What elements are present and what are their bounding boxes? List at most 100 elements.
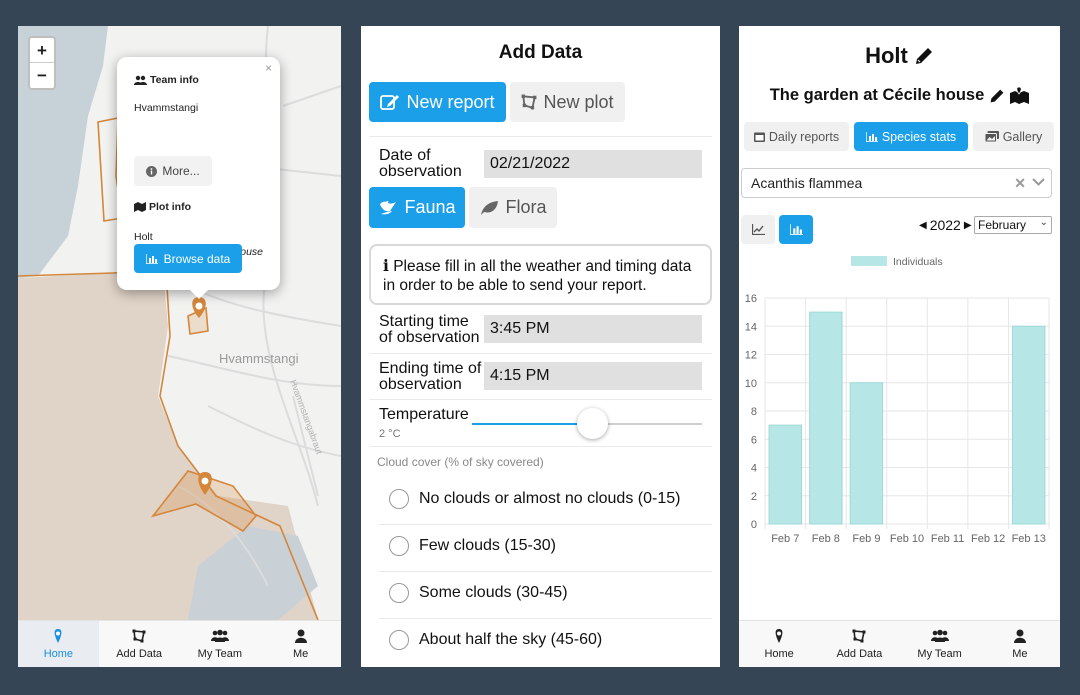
x-tick-label: Feb 8 (812, 533, 840, 545)
zoom-out-button[interactable]: − (37, 66, 47, 85)
caret-right-icon[interactable]: ▶ (963, 219, 972, 231)
nav-my-team[interactable]: My Team (900, 621, 980, 667)
user-icon (294, 629, 307, 643)
y-tick-label: 16 (745, 293, 757, 305)
legend-swatch (851, 256, 887, 266)
x-tick-label: Feb 11 (931, 533, 964, 545)
map-marked-icon[interactable] (1010, 87, 1030, 104)
plot-name: Holt (134, 231, 153, 243)
x-tick-label: Feb 7 (771, 533, 799, 545)
page-title: Add Data (498, 42, 583, 63)
radio-button[interactable] (389, 489, 409, 509)
slider-fill (472, 423, 592, 425)
zoom-in-button[interactable]: + (30, 38, 54, 63)
cloud-option-1[interactable]: Few clouds (15-30) (389, 536, 556, 556)
info-circle-icon (146, 165, 158, 177)
new-plot-button[interactable]: New plot (510, 82, 625, 122)
map-marker-icon (54, 628, 62, 643)
x-tick-label: Feb 13 (1012, 533, 1046, 545)
weather-notice: i Please fill in all the weather and tim… (369, 244, 712, 305)
month-select[interactable]: February ⌄ (974, 216, 1052, 234)
date-label: Date of observation (379, 147, 462, 180)
tab-species-stats[interactable]: Species stats (854, 122, 968, 151)
nav-me[interactable]: Me (980, 621, 1060, 667)
divider (379, 524, 712, 525)
line-chart-button[interactable] (741, 215, 775, 244)
x-tick-label: Feb 10 (890, 533, 924, 545)
pencil-icon[interactable] (989, 88, 1005, 104)
nav-add-data[interactable]: Add Data (819, 621, 899, 667)
divider (369, 399, 712, 400)
caret-left-icon[interactable]: ◀ (919, 219, 927, 231)
bar (809, 311, 843, 525)
start-time-field[interactable]: 3:45 PM (484, 315, 702, 343)
nav-add-data[interactable]: Add Data (99, 621, 180, 667)
radio-button[interactable] (389, 536, 409, 556)
nav-home[interactable]: Home (18, 621, 99, 667)
map-place-label: Hvammstangi (219, 351, 299, 366)
chevron-down-icon: ⌄ (1039, 217, 1048, 228)
bar (849, 382, 884, 525)
map-screen: Hvammstangi Hvammstangabraut + − × Team … (18, 26, 341, 667)
y-tick-label: 0 (751, 519, 757, 531)
clear-icon[interactable]: ✕ (1014, 175, 1026, 191)
new-report-button[interactable]: New report (369, 82, 506, 122)
divider (369, 353, 712, 354)
slider-thumb[interactable] (576, 408, 608, 439)
cloud-option-0[interactable]: No clouds or almost no clouds (0-15) (389, 489, 680, 509)
nav-my-team[interactable]: My Team (180, 621, 261, 667)
browse-data-button[interactable]: Browse data (134, 244, 242, 273)
dove-icon (380, 200, 397, 214)
nav-me[interactable]: Me (260, 621, 341, 667)
more-button[interactable]: More... (134, 156, 212, 186)
bottom-nav: Home Add Data My Team Me (18, 620, 341, 667)
tab-gallery[interactable]: Gallery (973, 122, 1054, 151)
divider (369, 446, 712, 447)
bar-chart-icon (145, 253, 158, 264)
images-icon (984, 131, 999, 142)
plot-info-heading: Plot info (134, 201, 191, 213)
users-icon (210, 629, 229, 642)
pencil-icon[interactable] (914, 46, 934, 66)
chevron-down-icon[interactable] (1032, 175, 1045, 188)
fauna-button[interactable]: Fauna (369, 187, 465, 228)
end-time-field[interactable]: 4:15 PM (484, 362, 702, 390)
y-tick-label: 12 (745, 350, 757, 362)
line-chart-icon (751, 224, 765, 235)
radio-button[interactable] (389, 583, 409, 603)
info-icon: i (383, 256, 389, 275)
x-tick-label: Feb 9 (852, 533, 880, 545)
cloud-cover-label: Cloud cover (% of sky covered) (377, 455, 544, 469)
map-popup: × Team info Hvammstangi More... Plot inf… (117, 57, 280, 299)
tab-daily-reports[interactable]: Daily reports (744, 122, 849, 151)
bar-chart-button[interactable] (779, 215, 813, 244)
popup-close-button[interactable]: × (264, 61, 272, 75)
year-navigator: ◀ 2022 ▶ (919, 217, 972, 233)
temperature-slider[interactable] (472, 408, 702, 439)
draw-polygon-icon (852, 629, 866, 642)
flora-button[interactable]: Flora (469, 187, 557, 228)
divider (369, 136, 712, 137)
map-marker-icon (775, 628, 783, 643)
y-tick-label: 8 (751, 406, 757, 418)
date-field[interactable]: 02/21/2022 (484, 150, 702, 178)
bar-chart-icon (789, 224, 803, 235)
bottom-nav: Home Add Data My Team Me (739, 620, 1060, 667)
bar (768, 424, 803, 525)
edit-icon (380, 95, 400, 110)
species-bar-chart: 0 2 4 6 8 10 12 14 16 Feb 7 Feb 8 Feb 9 Feb 10 Feb 11… (745, 256, 1050, 545)
species-select[interactable]: Acanthis flammea ✕ (741, 168, 1052, 198)
calendar-icon (753, 132, 765, 142)
end-time-label: Ending time of observation (379, 360, 482, 393)
temperature-value: 2 °C (379, 428, 401, 440)
nav-home[interactable]: Home (739, 621, 819, 667)
cloud-option-2[interactable]: Some clouds (30-45) (389, 583, 568, 603)
temperature-label: Temperature (379, 406, 469, 423)
year-label: 2022 (929, 217, 961, 233)
cloud-option-3[interactable]: About half the sky (45-60) (389, 630, 602, 650)
map-icon (134, 202, 146, 212)
plot-subtitle: The garden at Cécile house (739, 86, 1060, 105)
y-tick-label: 10 (745, 378, 757, 390)
legend-label: Individuals (893, 256, 943, 268)
radio-button[interactable] (389, 630, 409, 650)
